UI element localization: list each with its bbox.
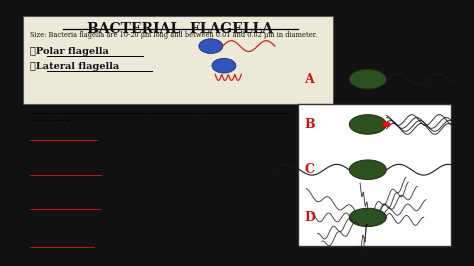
Text: Size: Bacteria flagella are 10-20 μm long and between 0.01 and 0.02 μm in diamet: Size: Bacteria flagella are 10-20 μm lon…	[30, 31, 317, 39]
Text: A-Monotrichous: A-Monotrichous	[30, 127, 102, 135]
Text: C-Amphitrichous: C-Amphitrichous	[30, 196, 106, 203]
Circle shape	[383, 122, 390, 126]
Text: A: A	[305, 73, 314, 86]
Text: BACTERIAL  FLAGELLA: BACTERIAL FLAGELLA	[87, 22, 273, 36]
Text: ➤Lateral flagella: ➤Lateral flagella	[30, 62, 119, 71]
Ellipse shape	[349, 69, 386, 89]
Ellipse shape	[349, 160, 386, 180]
Ellipse shape	[212, 58, 236, 73]
Text: ;  Proteus  mirabilis,  E. coli,
Salmonella typhi: ; Proteus mirabilis, E. coli, Salmonella…	[94, 233, 204, 251]
Text: B-Lophotrichous: B-Lophotrichous	[30, 161, 105, 169]
Text: ➤Polar flagella: ➤Polar flagella	[30, 47, 109, 56]
Text: ;  Pseudomonas fluorescens: ; Pseudomonas fluorescens	[100, 161, 208, 169]
Text: ; Aquaspirillum serpens (only one
side flagellum operates at a time): ; Aquaspirillum serpens (only one side f…	[100, 196, 230, 213]
Text: ; ex. Pseudomonas aeruginosa,
            Vibrio cholerae: ; ex. Pseudomonas aeruginosa, Vibrio cho…	[98, 127, 216, 144]
Ellipse shape	[199, 39, 223, 53]
Ellipse shape	[349, 208, 386, 227]
Text: D: D	[305, 211, 316, 224]
Text: B: B	[305, 118, 315, 131]
Text: C: C	[305, 163, 315, 176]
FancyBboxPatch shape	[23, 15, 333, 104]
Text: Examples  of  bacterial  flagella  arrangement
schemes.: Examples of bacterial flagella arrangeme…	[30, 106, 231, 124]
Text: D-Peritrichous: D-Peritrichous	[30, 233, 96, 241]
FancyBboxPatch shape	[298, 104, 451, 246]
Ellipse shape	[349, 115, 386, 134]
